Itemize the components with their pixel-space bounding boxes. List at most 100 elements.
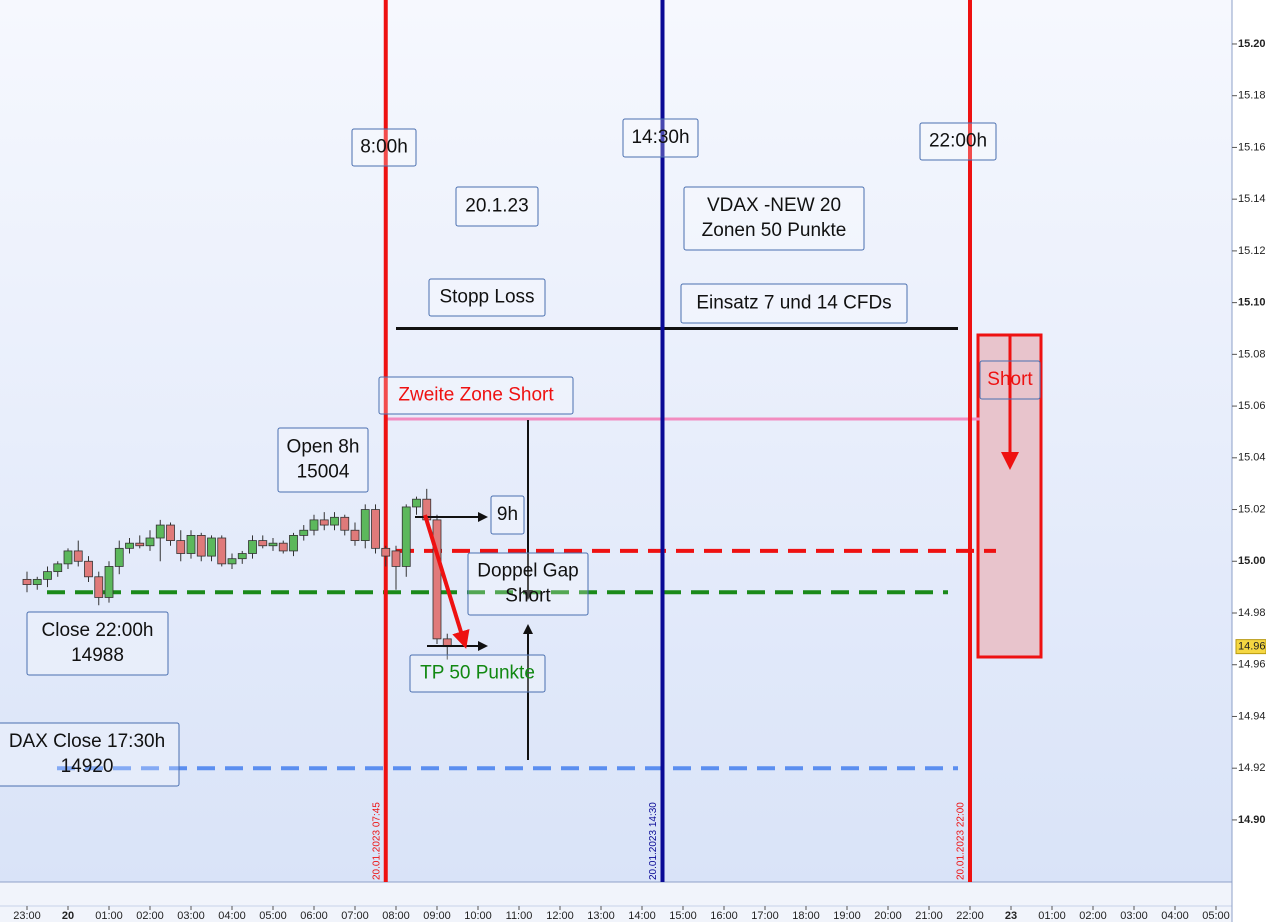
annotation-box (622, 118, 699, 158)
y-tick-label: 15.08 (1238, 348, 1266, 360)
candle-body (166, 524, 175, 541)
last-price-label: 14.96 (1238, 641, 1266, 653)
y-tick-label: 15.18 (1238, 90, 1266, 102)
annotation-text: Short (987, 369, 1033, 390)
candle-body (227, 558, 237, 565)
candle-body (401, 506, 411, 567)
x-tick-label: 23 (1005, 910, 1017, 922)
candle-body (299, 529, 309, 536)
y-tick-label: 15.00 (1238, 555, 1266, 567)
x-tick-label: 05:00 (1202, 910, 1230, 922)
candle-body (114, 547, 124, 567)
annotation-box (979, 360, 1041, 400)
annotation-text: 20.1.23 (465, 196, 528, 217)
annotation-text: TP 50 Punkte (420, 663, 535, 684)
candle-body (278, 542, 288, 552)
candle-body (186, 535, 196, 554)
annotation-text: Doppel Gap (477, 561, 578, 582)
annotation-text: Zweite Zone Short (398, 385, 554, 406)
annotation-text: 8:00h (360, 137, 408, 158)
arrow (423, 514, 470, 649)
plot-background (0, 0, 1232, 882)
x-tick-label: 12:00 (546, 910, 574, 922)
candle-body (237, 553, 247, 560)
candle-body (125, 542, 134, 549)
annotation-box (683, 186, 865, 251)
candle-body (289, 535, 298, 552)
y-tick-label: 15.04 (1238, 452, 1266, 464)
y-tick-label: 14.94 (1238, 710, 1266, 722)
x-tick-label: 20 (62, 910, 74, 922)
x-tick-label: 13:00 (587, 910, 615, 922)
y-tick-label: 14.90 (1238, 814, 1266, 826)
x-tick-label: 23:00 (13, 910, 41, 922)
arrows (415, 336, 1019, 760)
candle-body (196, 535, 206, 557)
candle-body (360, 509, 370, 541)
candle-body (381, 547, 391, 557)
x-tick-label: 11:00 (506, 910, 533, 922)
x-tick-label: 15:00 (669, 910, 697, 922)
annotation-box (490, 495, 525, 535)
x-tick-label: 08:00 (382, 910, 410, 922)
x-tick-label: 02:00 (1079, 910, 1107, 922)
plot (22, 0, 996, 882)
x-tick-label: 01:00 (95, 910, 123, 922)
annotation-text: DAX Close 17:30h (9, 731, 165, 752)
candle-body (258, 540, 268, 547)
candle-body (176, 540, 186, 554)
annotation-text: Zonen 50 Punkte (702, 220, 847, 241)
y-tick-label: 15.10 (1238, 297, 1266, 309)
x-tick-label: 04:00 (1161, 910, 1189, 922)
candle-body (340, 516, 350, 531)
x-tick-label: 04:00 (218, 910, 246, 922)
annotation-box (409, 654, 546, 693)
x-tick-label: 10:00 (464, 910, 492, 922)
y-tick-label: 15.14 (1238, 193, 1266, 205)
annotation-text: 14988 (71, 645, 124, 666)
candle-body (22, 578, 32, 585)
annotation-box (277, 427, 369, 493)
annotation-text: 9h (497, 504, 518, 525)
annotation-text: Stopp Loss (439, 287, 534, 308)
candle-body (371, 509, 380, 549)
y-tick-label: 15.12 (1238, 245, 1266, 257)
x-tick-label: 17:00 (751, 910, 779, 922)
x-tick-label: 06:00 (300, 910, 328, 922)
candle-body (63, 550, 73, 565)
x-tick-label: 20:00 (874, 910, 902, 922)
x-tick-label: 14:00 (628, 910, 656, 922)
y-tick-label: 14.96 (1238, 659, 1266, 671)
candle-body (155, 524, 165, 539)
candle-body (84, 560, 93, 578)
candle-body (32, 578, 42, 585)
candle-body (53, 563, 63, 573)
candle-body (248, 540, 257, 554)
x-tick-label: 03:00 (1120, 910, 1148, 922)
annotation-box (26, 611, 169, 676)
x-tick-label: 05:00 (259, 910, 287, 922)
x-tick-label: 01:00 (1038, 910, 1066, 922)
candle-body (309, 519, 319, 531)
x-tick-label: 16:00 (710, 910, 738, 922)
x-tick-label: 21:00 (915, 910, 943, 922)
x-tick-label: 09:00 (423, 910, 451, 922)
y-axis-background (1232, 0, 1266, 922)
candle-body (135, 542, 145, 547)
last-price-tag (1235, 639, 1266, 655)
candle-body (268, 542, 278, 547)
x-tick-label: 18:00 (792, 910, 820, 922)
y-tick-label: 14.92 (1238, 762, 1266, 774)
annotation-text: 14920 (61, 756, 114, 777)
annotations: 8:00h 14:30h 22:00h 20.1.23 VDAX -NEW 20 Zone… (0, 118, 1041, 787)
candle-body (104, 566, 114, 598)
x-axis-background (0, 882, 1232, 922)
candle-body (43, 571, 52, 580)
annotation-box (351, 128, 417, 167)
annotation-text: Short (505, 586, 551, 607)
y-tick-label: 15.06 (1238, 400, 1266, 412)
candle-body (217, 537, 227, 565)
candle-body (412, 498, 421, 508)
